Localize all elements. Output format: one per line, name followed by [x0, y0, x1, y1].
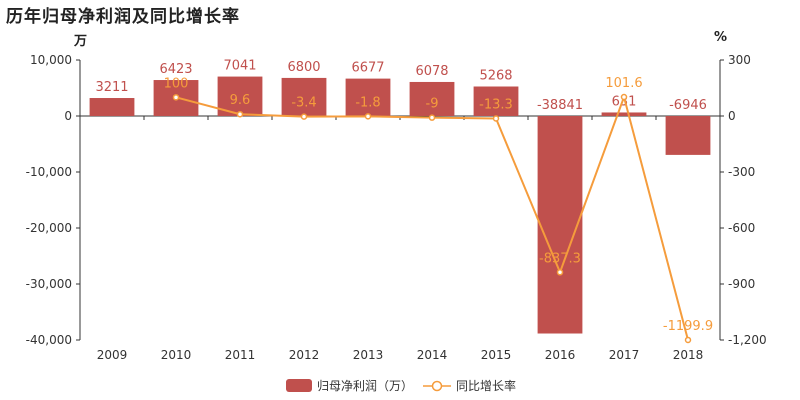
- bar: [345, 78, 391, 116]
- bar-data-label: 6800: [287, 60, 320, 75]
- growth-point: [172, 94, 180, 101]
- left-tick-label: -40,000: [26, 333, 72, 347]
- growth-point: [492, 115, 500, 122]
- growth-data-label: 9.6: [230, 93, 251, 108]
- bar: [409, 81, 455, 116]
- left-tick-label: 0: [64, 109, 72, 123]
- x-tick-label: 2012: [289, 348, 320, 362]
- left-tick-label: -20,000: [26, 221, 72, 235]
- x-tick-label: 2018: [673, 348, 704, 362]
- x-tick-label: 2015: [481, 348, 512, 362]
- growth-point: [364, 113, 372, 120]
- growth-data-label: 101.6: [605, 76, 642, 91]
- growth-line: [175, 93, 689, 341]
- growth-point: [684, 336, 692, 344]
- x-tick-label: 2014: [417, 348, 448, 362]
- x-tick-label: 2017: [609, 348, 640, 362]
- bar-data-label: 6423: [159, 62, 192, 77]
- left-tick-label: -10,000: [26, 165, 72, 179]
- legend-bar-swatch: [286, 379, 312, 392]
- bar-data-label: -6946: [669, 98, 707, 113]
- bar-data-label: 6677: [351, 61, 384, 76]
- bar: [601, 112, 647, 116]
- right-tick-label: -300: [728, 165, 755, 179]
- bar-data-label: 631: [612, 94, 637, 109]
- legend-item-bar[interactable]: 归母净利润（万）: [286, 377, 413, 394]
- chart-title: 历年归母净利润及同比增长率: [6, 7, 240, 27]
- right-tick-label: 0: [728, 109, 736, 123]
- growth-point: [556, 269, 564, 276]
- bar-data-label: 6078: [415, 64, 448, 79]
- right-tick-label: -900: [728, 277, 755, 291]
- growth-data-label: -1199.9: [663, 319, 713, 334]
- growth-data-label: -13.3: [479, 97, 513, 112]
- left-tick-label: -30,000: [26, 277, 72, 291]
- legend-item-line[interactable]: 同比增长率: [423, 377, 516, 394]
- growth-point: [620, 93, 628, 101]
- bar-data-label: 5268: [479, 68, 512, 83]
- bar: [665, 116, 711, 155]
- growth-data-label: 100: [164, 76, 189, 91]
- growth-data-label: -1.8: [355, 95, 380, 110]
- legend-line-swatch: [423, 380, 452, 391]
- bar: [473, 86, 519, 116]
- right-tick-label: -600: [728, 221, 755, 235]
- x-tick-label: 2016: [545, 348, 576, 362]
- x-tick-label: 2010: [161, 348, 192, 362]
- growth-data-label: -9: [426, 97, 439, 112]
- bar: [281, 77, 327, 116]
- legend-bar-label: 归母净利润（万）: [317, 379, 414, 393]
- growth-point: [428, 114, 436, 121]
- x-tick-label: 2011: [225, 348, 256, 362]
- bar-data-label: -38841: [537, 98, 583, 113]
- growth-data-label: -837.3: [539, 251, 581, 266]
- legend: 归母净利润（万） 同比增长率: [286, 377, 516, 394]
- legend-line-label: 同比增长率: [456, 379, 517, 393]
- right-tick-label: -1,200: [728, 333, 767, 347]
- bar: [537, 116, 583, 334]
- left-tick-label: 10,000: [30, 53, 72, 67]
- left-axis-unit: 万: [74, 34, 88, 49]
- bar-data-label: 7041: [223, 59, 256, 74]
- bar-data-label: 3211: [95, 80, 128, 95]
- x-tick-label: 2013: [353, 348, 384, 362]
- growth-point: [300, 113, 308, 120]
- x-tick-label: 2009: [97, 348, 128, 362]
- right-tick-label: 300: [728, 53, 751, 67]
- growth-point: [236, 110, 244, 118]
- bar: [89, 98, 135, 116]
- growth-data-label: -3.4: [291, 96, 316, 111]
- right-axis-unit: %: [714, 30, 728, 45]
